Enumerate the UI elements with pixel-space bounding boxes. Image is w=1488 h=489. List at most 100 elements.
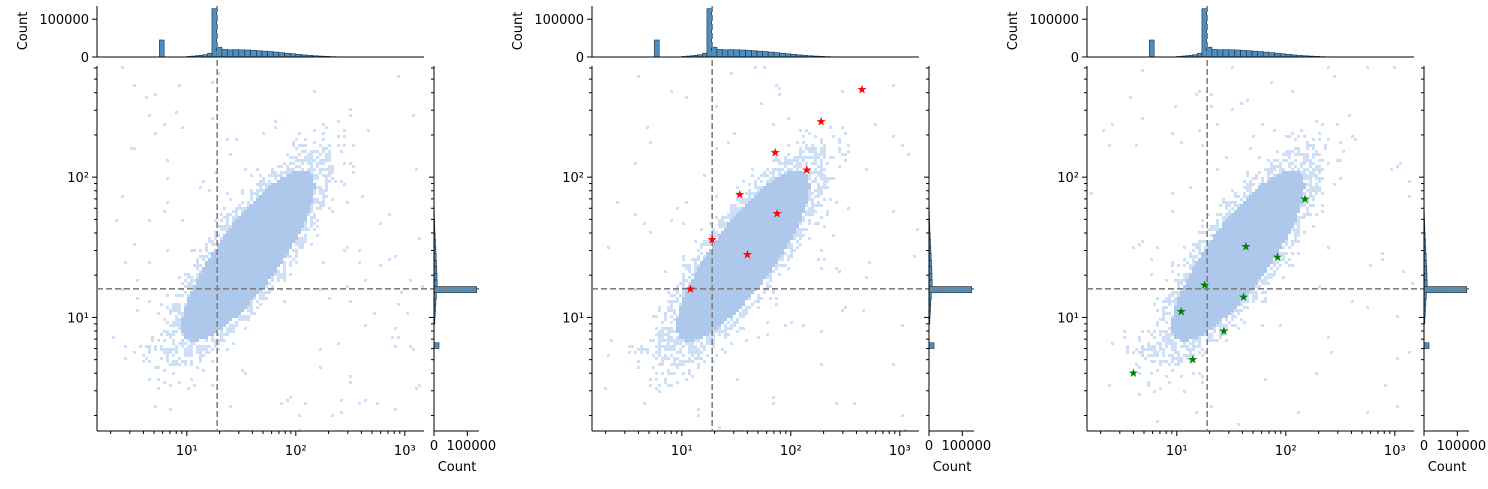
- density-cell: [1207, 255, 1210, 258]
- density-cell: [1222, 198, 1225, 201]
- density-cell: [793, 213, 796, 216]
- density-cell: [697, 324, 700, 327]
- density-cell: [742, 297, 745, 300]
- density-cell: [316, 219, 319, 222]
- density-cell: [775, 234, 778, 237]
- density-cell: [262, 243, 265, 246]
- density-cell: [1249, 258, 1252, 261]
- density-cell: [1189, 321, 1192, 324]
- density-cell: [802, 195, 805, 198]
- density-cell: [754, 279, 757, 282]
- density-cell: [688, 339, 691, 342]
- density-cell: [817, 171, 820, 174]
- density-cell: [727, 255, 730, 258]
- density-cell: [1147, 381, 1150, 384]
- density-cell: [283, 192, 286, 195]
- density-cell: [277, 189, 280, 192]
- density-cell: [778, 243, 781, 246]
- density-cell: [283, 228, 286, 231]
- density-cell: [1201, 285, 1204, 288]
- density-cell: [772, 168, 775, 171]
- density-cell: [265, 201, 268, 204]
- density-cell: [787, 243, 790, 246]
- density-cell: [772, 180, 775, 183]
- density-cell: [1183, 246, 1186, 249]
- density-cell: [670, 339, 673, 342]
- density-cell: [1177, 306, 1180, 309]
- density-cell: [661, 360, 664, 363]
- density-cell: [235, 264, 238, 267]
- density-cell: [289, 273, 292, 276]
- density-cell: [1183, 273, 1186, 276]
- density-cell: [709, 315, 712, 318]
- density-cell: [706, 273, 709, 276]
- density-cell: [256, 219, 259, 222]
- density-cell: [220, 213, 223, 216]
- density-cell: [1228, 249, 1231, 252]
- density-cell: [1231, 252, 1234, 255]
- density-cell: [217, 342, 220, 345]
- density-cell: [328, 159, 331, 162]
- density-cell: [1192, 291, 1195, 294]
- density-cell: [724, 330, 727, 333]
- density-cell: [694, 327, 697, 330]
- density-cell: [247, 279, 250, 282]
- density-cell: [169, 336, 172, 339]
- density-cell: [712, 246, 715, 249]
- density-cell: [232, 267, 235, 270]
- density-cell: [700, 330, 703, 333]
- star-marker: ★: [801, 163, 812, 177]
- density-cell: [817, 195, 820, 198]
- density-cell: [286, 252, 289, 255]
- density-cell: [256, 288, 259, 291]
- density-cell: [1171, 330, 1174, 333]
- density-cell: [745, 237, 748, 240]
- density-cell: [307, 177, 310, 180]
- density-cell: [220, 309, 223, 312]
- density-cell: [184, 324, 187, 327]
- density-cell: [1180, 282, 1183, 285]
- density-cells: [604, 66, 919, 432]
- density-cell: [670, 306, 673, 309]
- density-cell: [304, 402, 307, 405]
- density-cell: [1249, 147, 1252, 150]
- density-cell: [244, 285, 247, 288]
- density-cell: [307, 201, 310, 204]
- density-cell: [229, 267, 232, 270]
- density-cell: [1213, 294, 1216, 297]
- density-cell: [256, 291, 259, 294]
- density-cell: [295, 255, 298, 258]
- density-cell: [799, 237, 802, 240]
- density-cell: [274, 201, 277, 204]
- density-cell: [196, 366, 199, 369]
- density-cell: [283, 219, 286, 222]
- density-cell: [1192, 282, 1195, 285]
- density-cell: [199, 282, 202, 285]
- density-cell: [796, 165, 799, 168]
- density-cell: [229, 312, 232, 315]
- density-cell: [721, 321, 724, 324]
- density-cell: [730, 318, 733, 321]
- density-cell: [235, 213, 238, 216]
- density-cell: [133, 243, 136, 246]
- density-cell: [817, 222, 820, 225]
- density-cell: [736, 216, 739, 219]
- density-cell: [229, 303, 232, 306]
- density-cell: [772, 243, 775, 246]
- density-cell: [199, 345, 202, 348]
- density-cell: [271, 249, 274, 252]
- density-cell: [235, 207, 238, 210]
- density-cell: [790, 198, 793, 201]
- density-cell: [823, 150, 826, 153]
- density-cell: [1183, 285, 1186, 288]
- density-cell: [739, 219, 742, 222]
- density-cell: [250, 210, 253, 213]
- density-cell: [184, 318, 187, 321]
- density-cell: [1171, 357, 1174, 360]
- density-cell: [1177, 336, 1180, 339]
- density-cell: [841, 90, 844, 93]
- density-cell: [1228, 285, 1231, 288]
- density-cell: [1216, 123, 1219, 126]
- density-cell: [226, 246, 229, 249]
- density-cell: [772, 171, 775, 174]
